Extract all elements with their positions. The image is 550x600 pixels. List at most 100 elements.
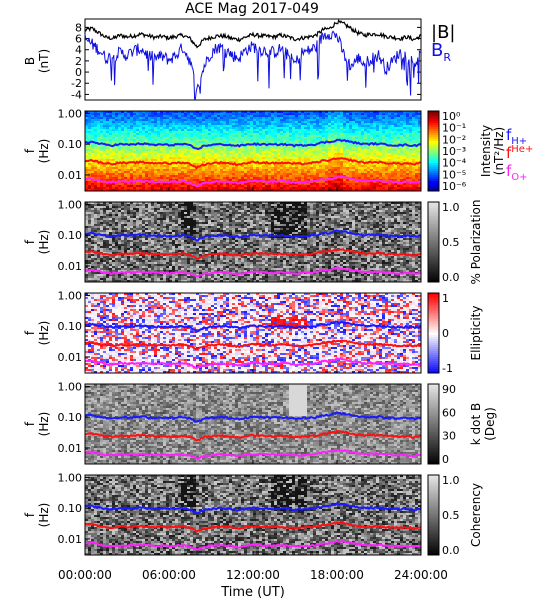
intensity-heatmap-cell	[208, 157, 211, 159]
intensity-heatmap-cell	[238, 149, 241, 151]
intensity-heatmap-cell	[106, 117, 109, 119]
intensity-heatmap-cell	[325, 139, 328, 141]
intensity-heatmap-cell	[253, 157, 256, 159]
intensity-heatmap-cell	[406, 149, 409, 151]
intensity-heatmap-cell	[388, 185, 391, 187]
intensity-heatmap-cell	[169, 159, 172, 161]
polarization-heatmap-cell	[91, 204, 94, 206]
intensity-heatmap-cell	[169, 169, 172, 171]
intensity-heatmap-cell	[343, 181, 346, 183]
intensity-heatmap-cell	[292, 155, 295, 157]
intensity-heatmap-cell	[199, 111, 202, 113]
intensity-heatmap-cell	[148, 131, 151, 133]
intensity-heatmap-cell	[400, 115, 403, 117]
intensity-heatmap-cell	[208, 135, 211, 137]
intensity-heatmap-cell	[244, 137, 247, 139]
intensity-heatmap-cell	[256, 117, 259, 119]
intensity-heatmap-cell	[355, 163, 358, 165]
polarization-heatmap-cell	[352, 204, 355, 206]
intensity-heatmap-cell	[220, 135, 223, 137]
intensity-heatmap-cell	[145, 177, 148, 179]
intensity-heatmap-cell	[376, 173, 379, 175]
intensity-heatmap-cell	[376, 121, 379, 123]
intensity-heatmap-cell	[295, 179, 298, 181]
intensity-heatmap-cell	[184, 115, 187, 117]
intensity-heatmap-cell	[346, 145, 349, 147]
intensity-heatmap-cell	[292, 121, 295, 123]
intensity-heatmap-cell	[94, 171, 97, 173]
intensity-heatmap-cell	[313, 149, 316, 151]
intensity-heatmap-cell	[262, 173, 265, 175]
intensity-heatmap-cell	[265, 123, 268, 125]
intensity-heatmap-cell	[394, 125, 397, 127]
intensity-heatmap-cell	[280, 119, 283, 121]
intensity-heatmap-cell	[331, 115, 334, 117]
intensity-heatmap-cell	[235, 153, 238, 155]
intensity-heatmap-cell	[127, 133, 130, 135]
intensity-heatmap-cell	[346, 117, 349, 119]
intensity-heatmap-cell	[97, 155, 100, 157]
intensity-heatmap-cell	[187, 127, 190, 129]
intensity-heatmap-cell	[268, 175, 271, 177]
intensity-heatmap-cell	[238, 159, 241, 161]
intensity-heatmap-cell	[190, 177, 193, 179]
intensity-heatmap-cell	[334, 133, 337, 135]
intensity-heatmap-cell	[166, 129, 169, 131]
intensity-heatmap-cell	[352, 171, 355, 173]
polarization-heatmap-cell	[286, 206, 289, 208]
intensity-heatmap-cell	[283, 151, 286, 153]
intensity-heatmap-cell	[97, 173, 100, 175]
intensity-heatmap-cell	[253, 147, 256, 149]
intensity-heatmap-cell	[139, 163, 142, 165]
intensity-heatmap-cell	[310, 171, 313, 173]
intensity-heatmap-cell	[193, 143, 196, 145]
intensity-heatmap-cell	[331, 167, 334, 169]
intensity-heatmap-cell	[190, 141, 193, 143]
intensity-heatmap-cell	[124, 119, 127, 121]
intensity-heatmap-cell	[253, 149, 256, 151]
intensity-heatmap-cell	[304, 137, 307, 139]
intensity-heatmap-cell	[238, 135, 241, 137]
intensity-heatmap-cell	[214, 155, 217, 157]
intensity-heatmap-cell	[289, 115, 292, 117]
intensity-heatmap-cell	[349, 129, 352, 131]
intensity-heatmap-cell	[271, 185, 274, 187]
intensity-heatmap-cell	[316, 183, 319, 185]
intensity-heatmap-cell	[319, 143, 322, 145]
intensity-heatmap-cell	[265, 127, 268, 129]
intensity-heatmap-cell	[313, 155, 316, 157]
intensity-heatmap-cell	[199, 153, 202, 155]
intensity-heatmap-cell	[376, 129, 379, 131]
polarization-heatmap-cell	[88, 206, 91, 208]
intensity-heatmap-cell	[208, 169, 211, 171]
intensity-heatmap-cell	[418, 125, 421, 127]
intensity-heatmap-cell	[145, 129, 148, 131]
intensity-heatmap-cell	[346, 143, 349, 145]
intensity-heatmap-cell	[370, 147, 373, 149]
intensity-heatmap-cell	[265, 115, 268, 117]
intensity-heatmap-cell	[232, 147, 235, 149]
polarization-heatmap-cell	[385, 204, 388, 206]
polarization-heatmap-cell	[151, 202, 154, 204]
intensity-heatmap-cell	[358, 169, 361, 171]
intensity-heatmap-cell	[274, 179, 277, 181]
intensity-heatmap-cell	[217, 147, 220, 149]
intensity-heatmap-cell	[184, 141, 187, 143]
intensity-heatmap-cell	[175, 131, 178, 133]
intensity-heatmap-cell	[289, 127, 292, 129]
intensity-heatmap-cell	[217, 183, 220, 185]
intensity-heatmap-cell	[412, 151, 415, 153]
intensity-heatmap-cell	[142, 179, 145, 181]
intensity-heatmap-cell	[334, 113, 337, 115]
polarization-heatmap-cell	[391, 206, 394, 208]
intensity-heatmap-cell	[352, 157, 355, 159]
intensity-heatmap-cell	[118, 167, 121, 169]
intensity-heatmap-cell	[223, 135, 226, 137]
polarization-heatmap-cell	[166, 202, 169, 204]
intensity-heatmap-cell	[160, 185, 163, 187]
intensity-heatmap-cell	[157, 177, 160, 179]
intensity-heatmap-cell	[232, 127, 235, 129]
polarization-heatmap-cell	[388, 204, 391, 206]
intensity-heatmap-cell	[391, 189, 394, 191]
intensity-heatmap-cell	[364, 169, 367, 171]
